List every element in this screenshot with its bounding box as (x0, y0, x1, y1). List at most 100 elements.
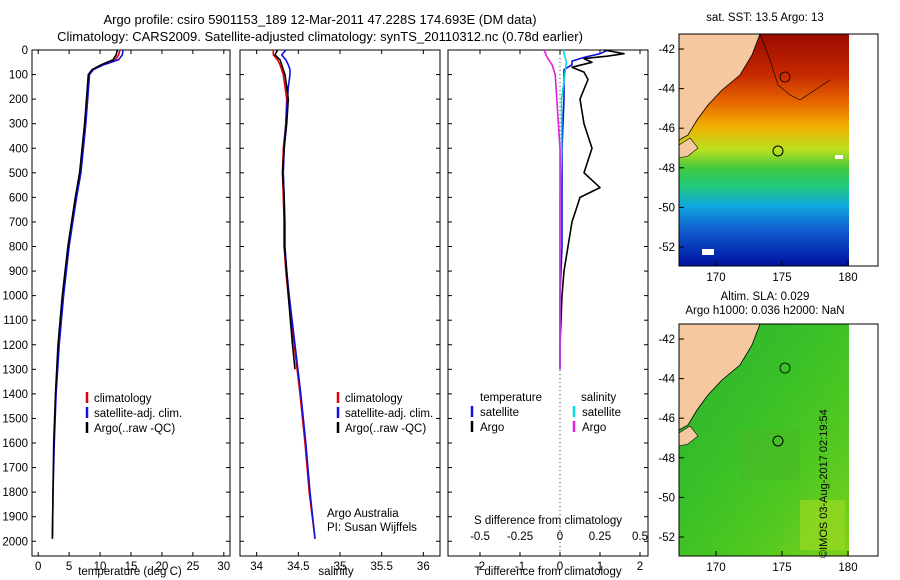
missing-data-patch (835, 155, 843, 159)
legend-label-satellite: satellite-adj. clim. (94, 408, 182, 420)
x-tick-label: -2 (475, 561, 485, 573)
map-y-tick-label: -50 (658, 202, 675, 214)
series-line-salinity-argo (543, 49, 561, 370)
annotation-pi: PI: Susan Wijffels (327, 522, 417, 534)
sla-map-frame (678, 323, 879, 557)
x-tick-label: 2 (637, 561, 643, 573)
y-tick-label: 1300 (2, 364, 28, 376)
x-tick-label: 5 (66, 561, 72, 573)
legend-label-argo: Argo(..raw -QC) (94, 423, 175, 435)
bathymetry-contour (759, 33, 831, 101)
chart-title-line-1: Argo profile: csiro 5901153_189 12-Mar-2… (103, 12, 537, 27)
map-y-tick-label: -44 (658, 374, 675, 386)
legend-label-temp-satellite: satellite (480, 407, 519, 419)
map-y-tick-label: -50 (658, 492, 675, 504)
map-x-tick-label: 175 (772, 272, 791, 284)
legend-label-climatology: climatology (94, 393, 152, 405)
x-tick-label: 34 (250, 561, 263, 573)
y-tick-label: 900 (9, 266, 28, 278)
seamount-marker (779, 71, 791, 83)
map-blank-strip (849, 324, 878, 556)
x-tick-label: 35 (334, 561, 347, 573)
legend-label-satellite: satellite-adj. clim. (345, 408, 433, 420)
y-tick-label: 600 (9, 192, 28, 204)
difference-legend: temperature salinity satellite Argo sate… (470, 392, 621, 434)
y-tick-label: 100 (9, 70, 28, 82)
annotation-argo-australia: Argo Australia (327, 508, 399, 520)
series-line-argo-raw-qc- (51, 49, 119, 539)
sla-patch (800, 500, 845, 550)
map-x-tick-label: 180 (838, 272, 857, 284)
s-tick-label: 0.5 (632, 531, 648, 543)
sla-map-title-line-1: Altim. SLA: 0.029 (720, 291, 810, 303)
map-y-tick-label: -42 (658, 334, 675, 346)
series-line-argo-raw-qc- (274, 49, 296, 370)
south-island-land (678, 33, 761, 141)
y-tick-label: 300 (9, 119, 28, 131)
map-y-tick-label: -46 (658, 123, 675, 135)
legend-label-sal-argo: Argo (582, 422, 606, 434)
imos-timestamp: ©IMOS 03-Aug-2017 02:19:54 (818, 409, 830, 558)
legend-label-climatology: climatology (345, 393, 403, 405)
seamount-marker (779, 362, 791, 374)
y-tick-label: 1700 (2, 463, 28, 475)
x-tick-label: 1 (597, 561, 603, 573)
series-line-climatology (272, 50, 316, 539)
salinity-axis-title: salinity (318, 566, 353, 578)
y-tick-label: 700 (9, 217, 28, 229)
chart-title-line-2: Climatology: CARS2009. Satellite-adjuste… (57, 29, 583, 44)
x-tick-label: 0 (557, 561, 563, 573)
s-difference-axis-title: S difference from climatology (474, 515, 622, 527)
temperature-legend: climatology satellite-adj. clim. Argo(..… (85, 392, 182, 435)
sst-map-title: sat. SST: 13.5 Argo: 13 (706, 12, 824, 24)
series-line-temperature-argo (559, 49, 625, 370)
map-y-tick-label: -52 (658, 242, 675, 254)
sla-patch (740, 430, 800, 480)
x-tick-label: 15 (125, 561, 138, 573)
x-tick-label: 0 (35, 561, 41, 573)
s-tick-label: -0.25 (507, 531, 533, 543)
y-tick-label: 0 (22, 45, 28, 57)
map-x-tick-label: 180 (838, 562, 857, 574)
map-x-tick-label: 170 (706, 272, 725, 284)
salinity-panel-frame (239, 49, 441, 557)
sst-map-frame (678, 33, 879, 267)
y-tick-label: 1500 (2, 413, 28, 425)
y-tick-label: 800 (9, 242, 28, 254)
s-tick-label: 0.25 (589, 531, 611, 543)
s-tick-label: -0.5 (470, 531, 490, 543)
map-y-tick-label: -48 (658, 163, 675, 175)
difference-plot: -2 -1 0 1 2 -0.5 -0.25 0 0.25 0.5 (448, 49, 648, 573)
x-tick-label: -1 (515, 561, 525, 573)
map-y-tick-label: -42 (658, 44, 675, 56)
temperature-axis-title: temperature (deg C) (78, 566, 182, 578)
y-tick-label: 1800 (2, 487, 28, 499)
x-tick-label: 25 (186, 561, 199, 573)
sla-map (678, 323, 879, 557)
t-difference-axis-title: T difference from climatology (474, 566, 621, 578)
legend-label-sal-satellite: satellite (582, 407, 621, 419)
s-tick-label: 0 (557, 531, 563, 543)
y-tick-label: 400 (9, 143, 28, 155)
y-tick-label: 1900 (2, 512, 28, 524)
x-tick-label: 10 (94, 561, 107, 573)
x-tick-label: 34.5 (287, 561, 309, 573)
y-tick-label: 1600 (2, 438, 28, 450)
salinity-legend: climatology satellite-adj. clim. Argo(..… (336, 392, 433, 435)
x-tick-label: 35.5 (370, 561, 392, 573)
x-tick-label: 20 (156, 561, 169, 573)
map-y-tick-label: -44 (658, 84, 675, 96)
map-y-tick-label: -48 (658, 453, 675, 465)
y-tick-label: 1100 (3, 315, 28, 327)
map-x-tick-label: 175 (772, 562, 791, 574)
sst-map (678, 33, 879, 267)
y-tick-label: 1000 (2, 291, 28, 303)
argo-position-marker (772, 435, 784, 447)
argo-position-marker (772, 145, 784, 157)
map-y-tick-label: -46 (658, 413, 675, 425)
temperature-plot: 0 5 10 15 20 25 300100200300400500600700800900… (2, 45, 230, 573)
map-x-tick-label: 170 (706, 562, 725, 574)
map-axis-ticks: -42 -44 -46 -48 -50 -52 170 175 180 -42 -44 -46 -48 -… (658, 44, 857, 574)
sla-map-title-line-2: Argo h1000: 0.036 h2000: NaN (685, 305, 845, 317)
